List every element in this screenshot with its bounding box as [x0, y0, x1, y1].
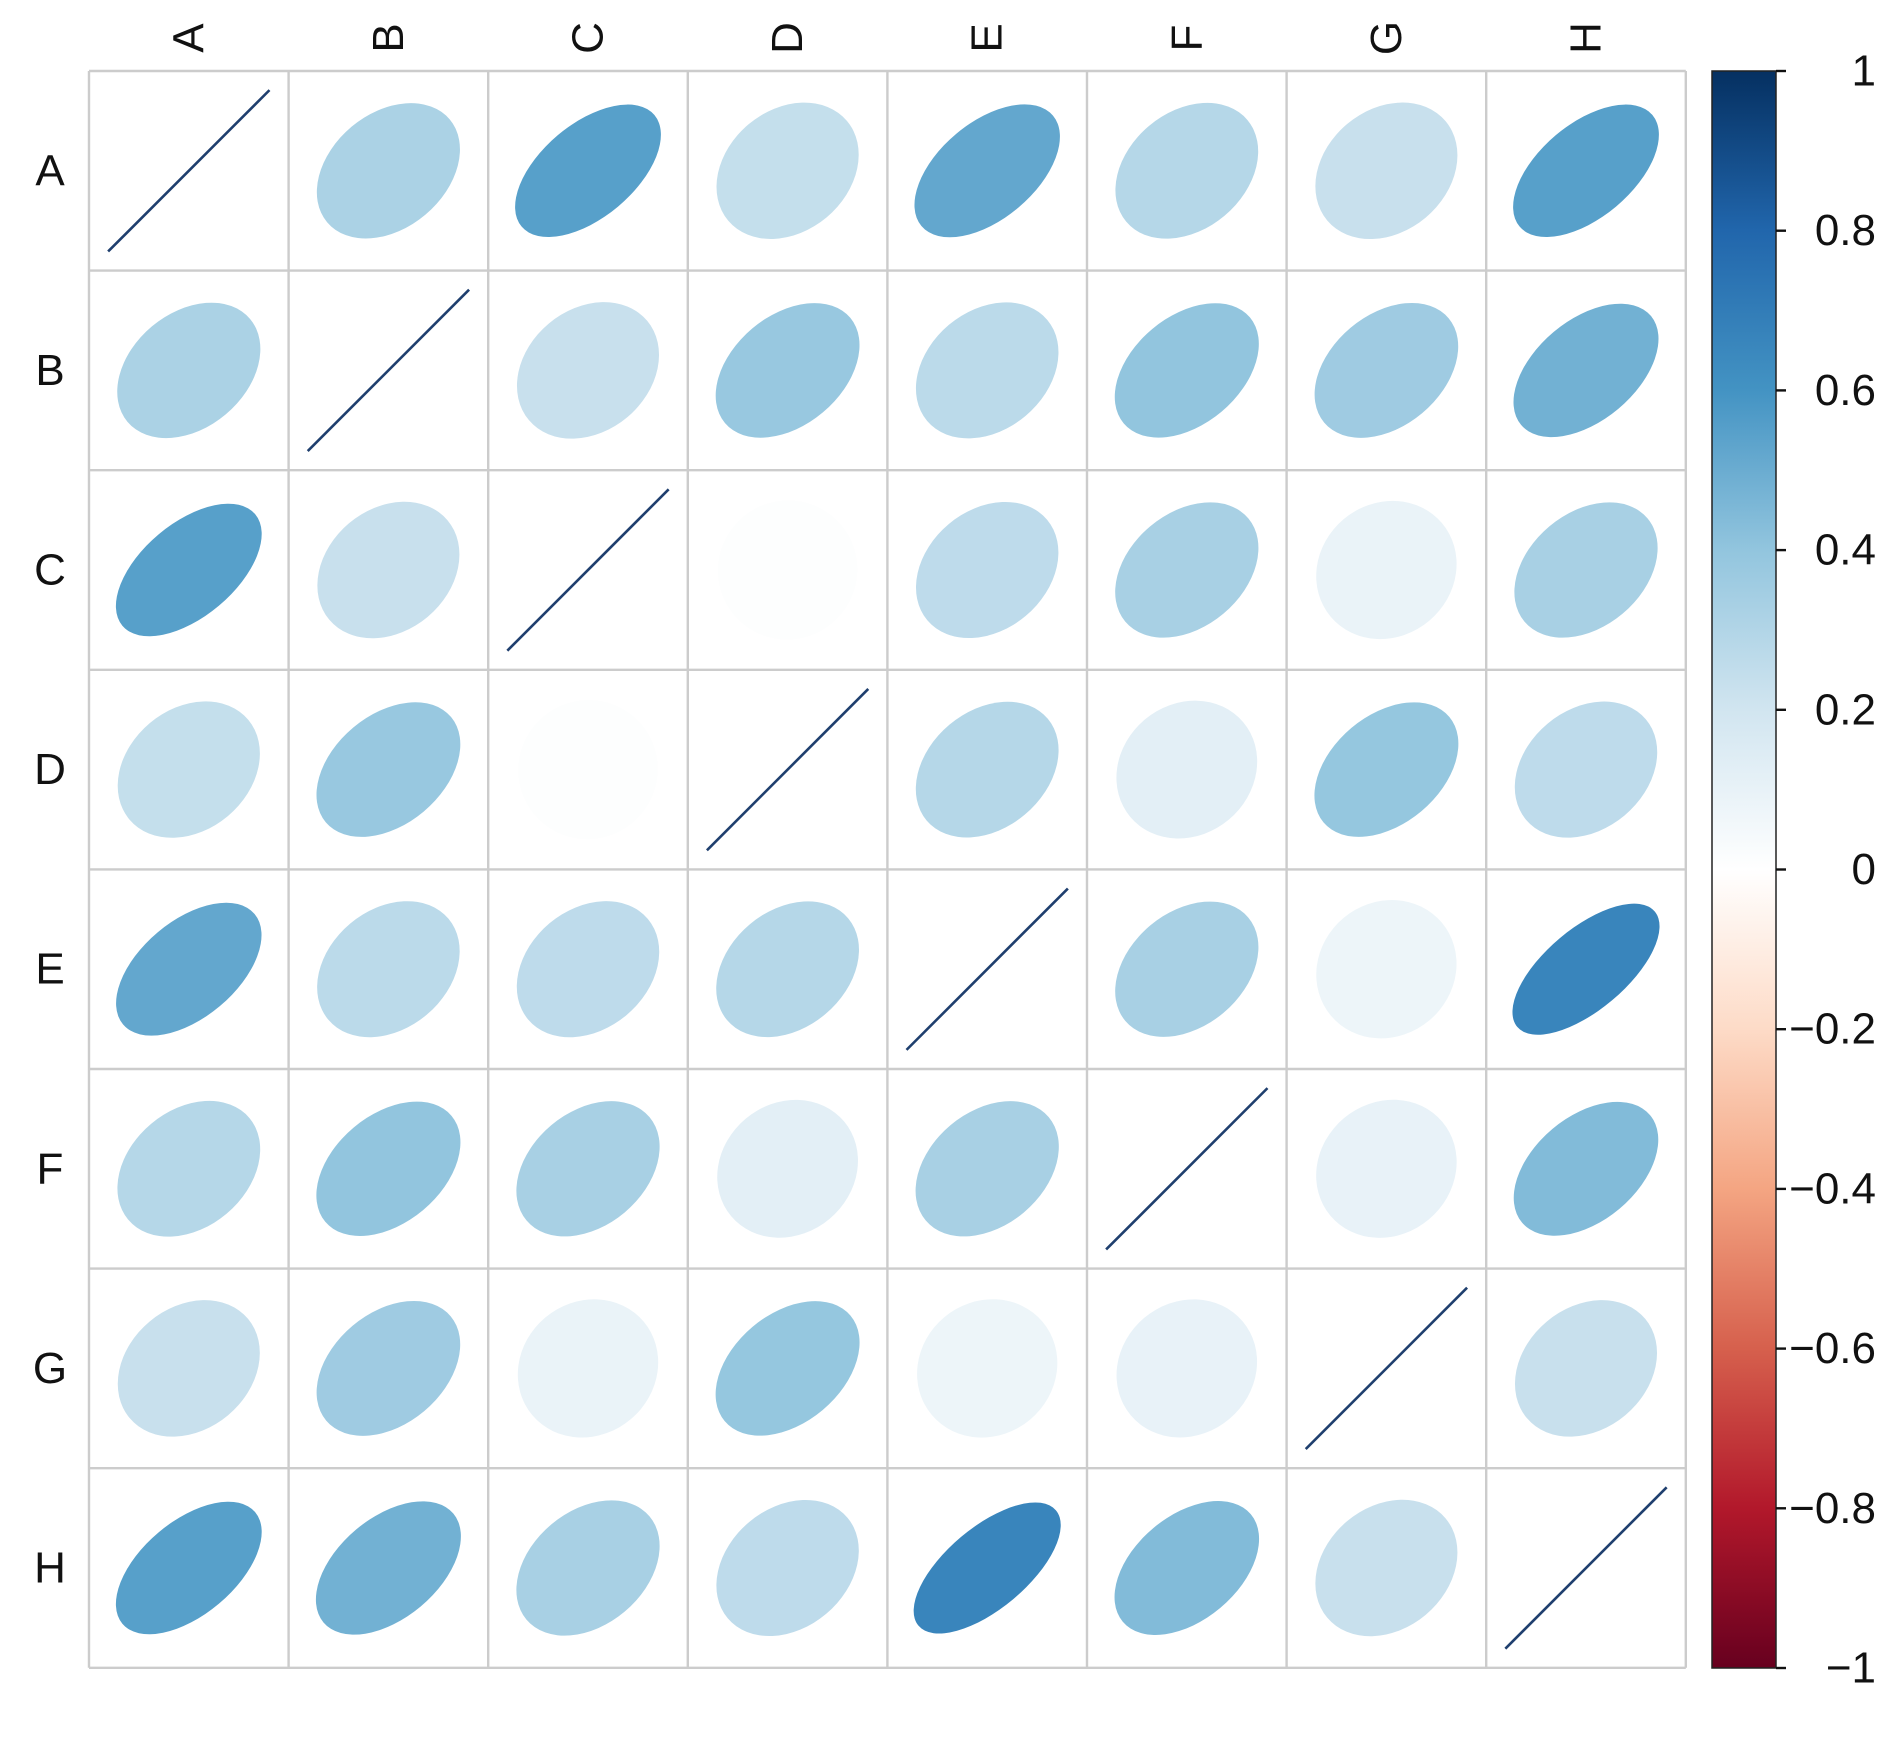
cell-G-G [1304, 1286, 1468, 1450]
row-label: G [33, 1344, 67, 1393]
cell-B-D [715, 303, 860, 438]
cell-G-F [1116, 1299, 1258, 1438]
colorbar-tick-label: 0.4 [1815, 526, 1876, 575]
cell-C-C [506, 488, 670, 652]
cell-B-F [1114, 303, 1259, 438]
cell-F-A [117, 1100, 261, 1237]
cell-D-C [518, 700, 658, 840]
cell-G-B [316, 1300, 461, 1436]
cell-H-F [1114, 1501, 1260, 1635]
row-label: B [35, 346, 64, 395]
column-labels: A B C D E F G H [164, 21, 1610, 55]
colorbar: 1 0.8 0.6 0.4 0.2 0 −0.2 −0.4 −0.6 −0.8 −1 [1711, 47, 1876, 1693]
cell-C-B [317, 501, 460, 639]
cell-C-F [1115, 502, 1259, 638]
cell-G-D [715, 1301, 860, 1436]
cell-A-E [914, 104, 1060, 238]
cell-D-H [1514, 701, 1658, 838]
cell-F-B [316, 1101, 461, 1236]
cell-D-E [915, 701, 1059, 838]
cell-C-E [915, 501, 1059, 639]
cell-B-A [117, 302, 261, 439]
cell-F-C [516, 1101, 660, 1237]
cell-E-E [905, 887, 1069, 1051]
col-label: A [164, 23, 213, 53]
cell-F-E [915, 1101, 1059, 1237]
colorbar-tick-label: 0.6 [1815, 366, 1876, 415]
col-label: H [1562, 22, 1611, 54]
cell-A-D [716, 102, 859, 239]
row-label: H [34, 1544, 66, 1593]
col-label: F [1162, 25, 1211, 52]
cell-C-H [1514, 502, 1658, 638]
col-label: G [1362, 21, 1411, 55]
cell-E-C [516, 901, 660, 1038]
cell-C-D [717, 500, 858, 640]
cell-D-A [117, 701, 260, 838]
col-label: E [963, 23, 1012, 52]
cell-G-E [917, 1299, 1058, 1438]
colorbar-tick-label: −1 [1826, 1644, 1876, 1693]
row-labels: A B C D E F G H [33, 146, 67, 1592]
cell-H-G [1315, 1499, 1458, 1637]
col-label: B [364, 23, 413, 52]
colorbar-tick-label: −0.4 [1789, 1164, 1876, 1213]
cell-D-D [706, 688, 870, 852]
cell-B-G [1314, 302, 1459, 438]
cell-B-C [516, 302, 660, 439]
colorbar-tick-label: 0.2 [1815, 685, 1876, 734]
cell-A-C [515, 104, 661, 238]
colorbar-tick-label: −0.2 [1789, 1005, 1876, 1054]
colorbar-tick-label: 0.8 [1815, 206, 1876, 255]
cell-D-B [316, 702, 461, 837]
cell-C-G [1316, 500, 1457, 640]
colorbar-tick-label: 1 [1852, 47, 1876, 96]
row-label: D [34, 745, 66, 794]
cell-C-A [115, 503, 262, 637]
col-label: D [763, 22, 812, 54]
cell-D-G [1314, 702, 1459, 837]
cell-A-G [1315, 102, 1458, 240]
cell-A-H [1513, 104, 1659, 238]
row-label: C [34, 546, 66, 595]
colorbar-tick-label: −0.6 [1789, 1324, 1876, 1373]
cell-E-A [116, 902, 262, 1036]
cell-H-B [315, 1501, 461, 1635]
cell-F-D [717, 1099, 858, 1238]
row-label: A [35, 146, 65, 195]
matrix-cells [107, 89, 1668, 1650]
row-label: E [35, 945, 64, 994]
cell-A-B [316, 103, 460, 239]
cell-E-B [317, 901, 460, 1038]
cell-E-D [716, 901, 859, 1038]
cell-A-F [1115, 102, 1259, 239]
cell-B-H [1513, 303, 1659, 438]
colorbar-tick-label: −0.8 [1789, 1484, 1876, 1533]
colorbar-tick-label: 0 [1852, 845, 1876, 894]
row-label: F [37, 1144, 64, 1193]
cell-G-C [517, 1299, 659, 1438]
cell-H-E [913, 1502, 1061, 1634]
matrix-grid [87, 69, 1688, 1670]
cell-E-H [1512, 903, 1660, 1035]
cell-F-H [1513, 1101, 1659, 1236]
cell-B-B [306, 288, 470, 452]
cell-E-F [1115, 901, 1259, 1037]
cell-H-C [516, 1500, 660, 1636]
cell-G-A [117, 1300, 260, 1437]
cell-D-F [1116, 700, 1258, 839]
cell-G-H [1514, 1300, 1658, 1437]
col-label: C [564, 22, 613, 54]
cell-H-H [1504, 1486, 1668, 1650]
cell-A-A [107, 89, 271, 253]
colorbar-gradient [1711, 70, 1777, 1669]
cell-F-G [1316, 1099, 1457, 1238]
cell-B-E [915, 302, 1059, 439]
cell-F-F [1105, 1087, 1269, 1251]
cell-H-D [716, 1499, 859, 1637]
cell-E-G [1316, 900, 1457, 1039]
cell-H-A [115, 1501, 262, 1635]
